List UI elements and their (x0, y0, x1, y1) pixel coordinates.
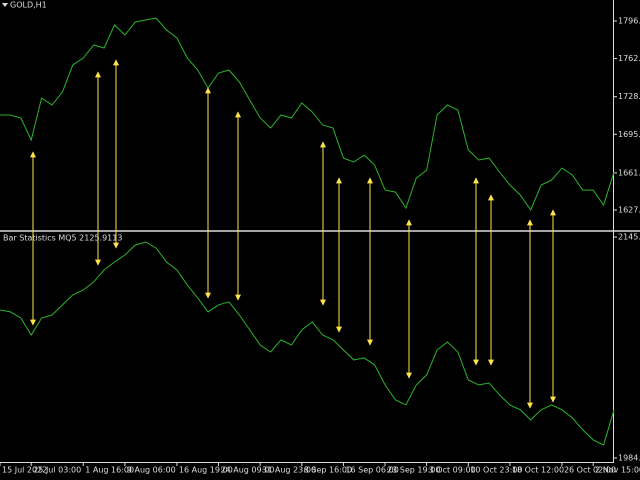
x-tick-label: 10 Oct 23:00 (470, 466, 522, 475)
y-tick-label: 1728.90 (618, 92, 640, 101)
x-tick-label: 2 Nov 15:00 (595, 466, 640, 475)
x-tick-label: 15 Jul 2022 (2, 466, 47, 475)
y-tick-label: 1796.40 (618, 16, 640, 25)
x-tick-label: 1 Aug 16:00 (85, 466, 134, 475)
x-tick-label: 25 Jul 03:00 (33, 466, 81, 475)
menu-triangle (2, 3, 8, 7)
x-tick-label: 8 Sep 16:00 (304, 466, 352, 475)
x-tick-label: 23 Sep 19:00 (387, 466, 440, 475)
x-tick-label: 16 Sep 06:00 (345, 466, 398, 475)
y-tick-label: 1762.90 (618, 54, 640, 63)
price-line (0, 241, 615, 446)
x-tick-label: 16 Aug 19:00 (179, 466, 233, 475)
x-tick-label: 3 Oct 09:00 (429, 466, 476, 475)
arrows (30, 59, 556, 409)
x-tick-label: 18 Oct 12:00 (512, 466, 564, 475)
x-tick-label: 9 Aug 06:00 (127, 466, 176, 475)
x-tick-label: 24 Aug 09:00 (221, 466, 275, 475)
indicator-title: Bar Statistics MQ5 2125.9113 (3, 234, 122, 243)
y-tick-label: 1627.90 (618, 206, 640, 215)
y-tick-label: 1695.40 (618, 130, 640, 139)
y-tick-label: 2145.226 (618, 233, 640, 242)
price-line (0, 17, 615, 212)
y-tick-label: 1661.00 (618, 168, 640, 177)
chart-title: GOLD,H1 (10, 1, 47, 10)
x-tick-label: 26 Oct 02:00 (564, 466, 616, 475)
x-tick-label: 31 Aug 23:00 (262, 466, 316, 475)
y-tick-label: 1984.1091 (618, 453, 640, 462)
